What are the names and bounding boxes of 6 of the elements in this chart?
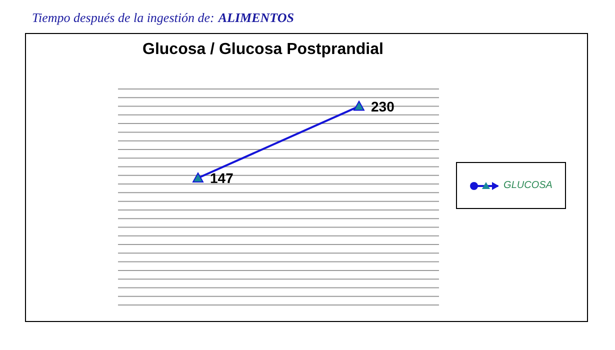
text: ALIMENTOS	[218, 10, 294, 25]
chart-title: Glucosa / Glucosa Postprandial	[142, 41, 384, 59]
data-label: 230	[371, 98, 395, 114]
legend-label: GLUCOSA	[504, 180, 552, 191]
text: Tiempo después de la ingestión de:	[32, 10, 214, 25]
data-label: 147	[210, 170, 234, 186]
